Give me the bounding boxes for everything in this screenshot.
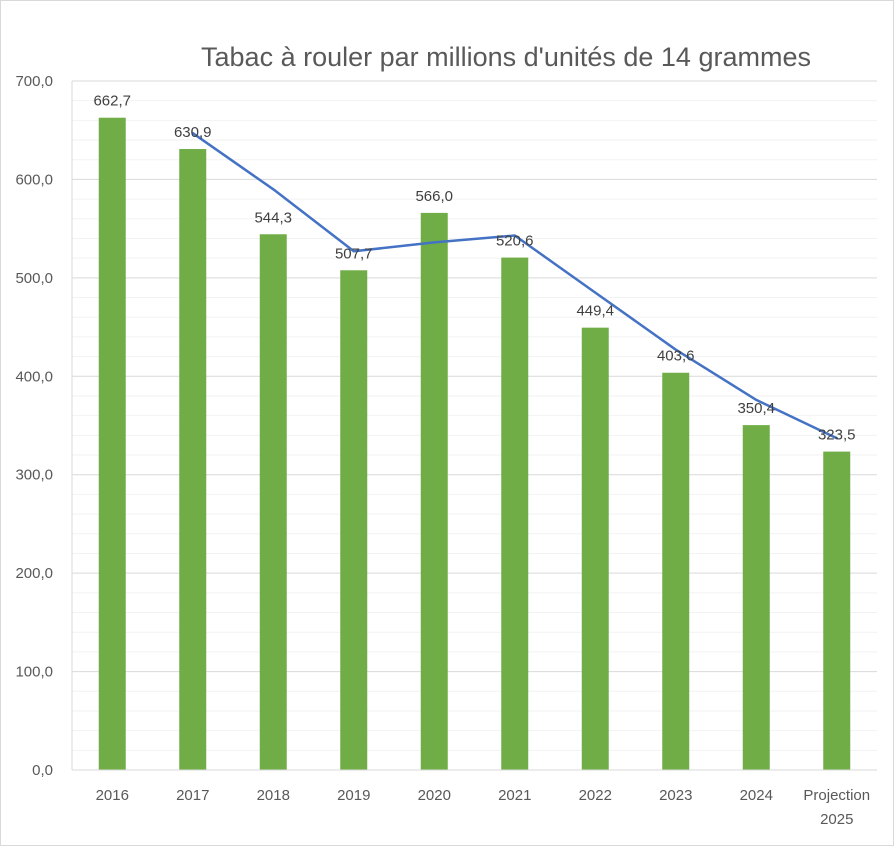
data-label: 520,6 [496, 233, 534, 250]
bar [420, 212, 448, 770]
x-tick-label: 2021 [498, 787, 531, 804]
data-label: 403,6 [657, 348, 695, 365]
y-tick-label: 0,0 [32, 762, 53, 779]
data-label: 544,3 [254, 209, 292, 226]
bar [179, 149, 207, 770]
x-tick-label: Projection [803, 787, 870, 804]
bar [98, 117, 126, 770]
data-label: 350,4 [737, 400, 775, 417]
y-tick-label: 500,0 [15, 270, 53, 287]
bar [581, 327, 609, 770]
trend-line-series [191, 131, 839, 440]
chart-title: Tabac à rouler par millions d'unités de … [201, 42, 811, 72]
y-tick-label: 300,0 [15, 467, 53, 484]
bar [501, 257, 529, 770]
bar [742, 425, 770, 770]
y-axis: 0,0 100,0 200,0 300,0 400,0 500,0 600,0 700,0 [15, 73, 73, 779]
y-tick-label: 600,0 [15, 171, 53, 188]
bar [662, 372, 690, 770]
x-tick-label: 2019 [337, 787, 370, 804]
y-tick-label: 700,0 [15, 73, 53, 90]
x-axis: 2016 2017 2018 2019 2020 2021 2022 2023 2024 Proj… [72, 769, 877, 828]
x-tick-label: 2023 [659, 787, 692, 804]
bar-series [98, 117, 851, 770]
data-label: 630,9 [174, 124, 212, 141]
y-tick-label: 400,0 [15, 368, 53, 385]
data-label: 507,7 [335, 245, 373, 262]
bar [340, 270, 368, 770]
bar [823, 451, 851, 770]
y-tick-label: 100,0 [15, 664, 53, 681]
x-tick-label: 2025 [820, 811, 853, 828]
y-tick-label: 200,0 [15, 565, 53, 582]
x-tick-label: 2017 [176, 787, 209, 804]
data-label: 323,5 [818, 427, 856, 444]
x-tick-label: 2018 [257, 787, 290, 804]
x-tick-label: 2024 [740, 787, 773, 804]
data-label: 662,7 [93, 93, 131, 110]
data-label: 566,0 [415, 188, 453, 205]
trend-line [191, 131, 839, 440]
x-tick-label: 2020 [418, 787, 451, 804]
bar [259, 234, 287, 770]
x-tick-label: 2022 [579, 787, 612, 804]
data-label: 449,4 [576, 303, 614, 320]
x-tick-label: 2016 [96, 787, 129, 804]
data-labels: 662,7 630,9 544,3 507,7 566,0 520,6 449,4 403,6… [93, 93, 855, 444]
